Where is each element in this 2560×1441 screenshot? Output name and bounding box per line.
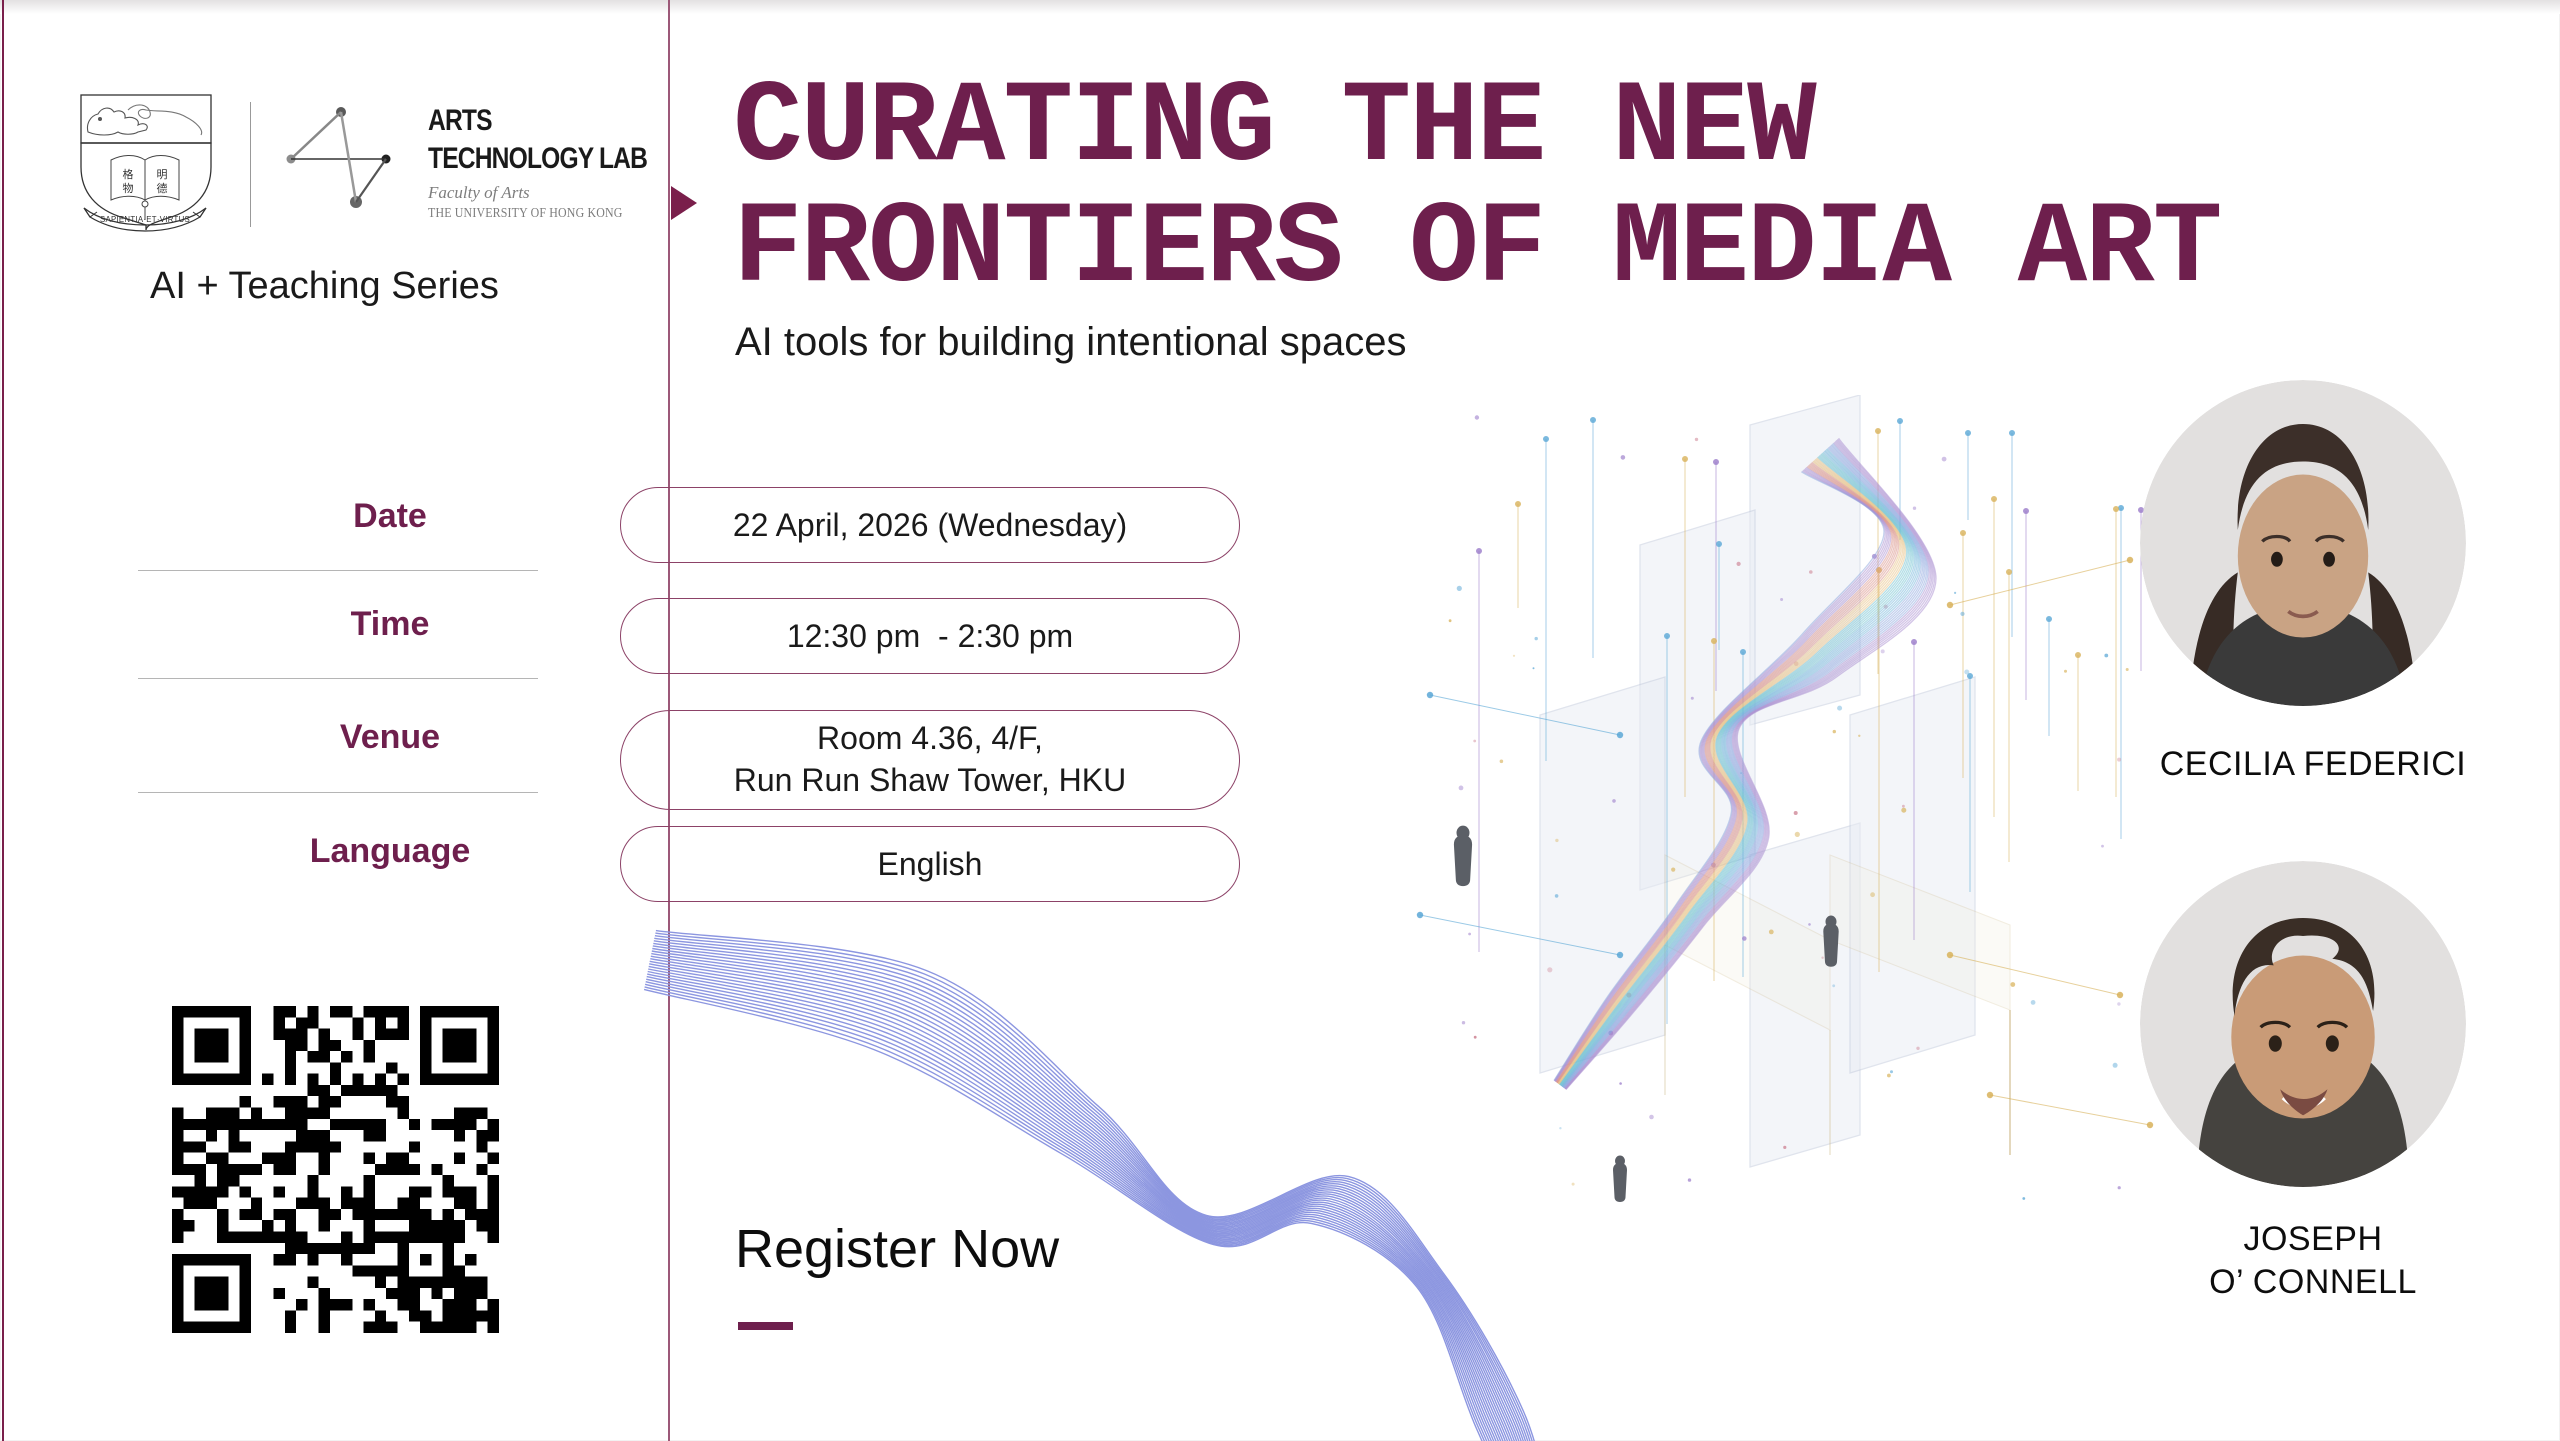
svg-text:SAPIENTIA·ET·VIRTUS: SAPIENTIA·ET·VIRTUS [100, 215, 190, 224]
svg-text:格: 格 [123, 167, 134, 181]
svg-text:明: 明 [157, 168, 168, 181]
svg-text:物: 物 [123, 181, 134, 195]
svg-text:德: 德 [157, 181, 168, 195]
